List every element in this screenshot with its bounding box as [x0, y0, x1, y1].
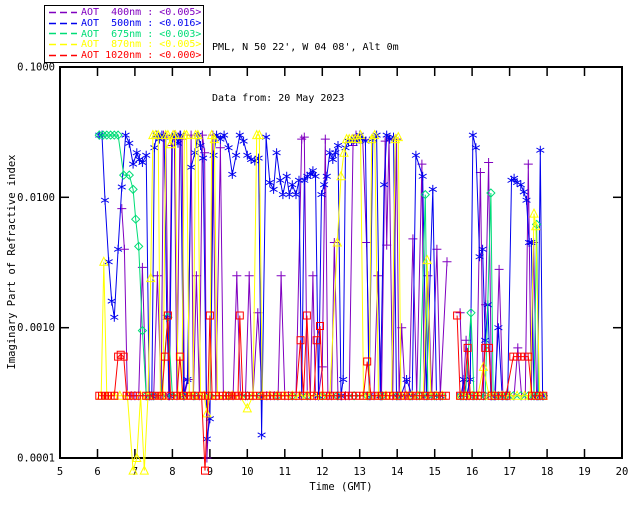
legend-label: AOT 500nm : <0.016>	[81, 17, 202, 29]
chart-header: PML, N 50 22', W 04 08', Alt 0m Data fro…	[212, 5, 399, 141]
legend-label: AOT 1020nm : <0.000>	[81, 50, 202, 62]
x-tick-label: 5	[57, 466, 63, 478]
x-tick-label: 20	[616, 466, 629, 478]
legend-item-500nm: AOT 500nm : <0.016>	[49, 17, 202, 29]
y-tick-label: 0.0100	[17, 192, 55, 204]
x-tick-label: 6	[94, 466, 100, 478]
x-tick-label: 9	[207, 466, 213, 478]
x-tick-label: 16	[466, 466, 479, 478]
y-tick-label: 0.1000	[17, 62, 55, 74]
x-tick-label: 11	[278, 466, 291, 478]
legend-label: AOT 400nm : <0.005>	[81, 6, 202, 18]
legend-dash-sample	[49, 44, 77, 46]
x-tick-label: 13	[353, 466, 366, 478]
x-tick-label: 8	[169, 466, 175, 478]
legend-dash-sample	[49, 54, 77, 57]
x-tick-label: 7	[132, 466, 138, 478]
chart-legend: AOT 400nm : <0.005> AOT 500nm : <0.016> AO…	[44, 5, 204, 63]
x-axis-title: Time (GMT)	[309, 481, 372, 493]
legend-dash-sample	[49, 33, 77, 35]
series-markers-400nm	[117, 130, 548, 463]
y-tick-label: 0.0010	[17, 322, 55, 334]
station-location-text: PML, N 50 22', W 04 08', Alt 0m	[212, 42, 399, 53]
series-line-400nm	[121, 133, 544, 459]
x-tick-label: 17	[503, 466, 516, 478]
legend-label: AOT 675nm : <0.003>	[81, 28, 202, 40]
legend-item-675nm: AOT 675nm : <0.003>	[49, 28, 202, 40]
series-markers-1020nm	[95, 311, 548, 475]
legend-dash-sample	[49, 22, 77, 24]
x-tick-label: 18	[541, 466, 554, 478]
legend-label: AOT 870nm : <0.005>	[81, 39, 202, 51]
axes-group: 5 6 7 8 9 10 11 12 13 14 15 16 17 18 19 20 0.1000 0.0100 0…	[17, 62, 628, 479]
x-tick-label: 14	[391, 466, 404, 478]
x-tick-label: 15	[428, 466, 441, 478]
x-tick-label: 19	[578, 466, 591, 478]
x-tick-label: 12	[316, 466, 329, 478]
legend-dash-sample	[49, 11, 77, 14]
x-tick-label: 10	[241, 466, 254, 478]
data-date-text: Data from: 20 May 2023	[212, 93, 345, 104]
y-axis-title: Imaginary Part of Refractive index	[6, 155, 18, 370]
series-group	[94, 129, 549, 475]
y-tick-label: 0.0001	[17, 453, 55, 465]
legend-item-870nm: AOT 870nm : <0.005>	[49, 39, 202, 51]
legend-item-400nm: AOT 400nm : <0.005>	[49, 6, 202, 18]
legend-item-1020nm: AOT 1020nm : <0.000>	[49, 50, 202, 62]
